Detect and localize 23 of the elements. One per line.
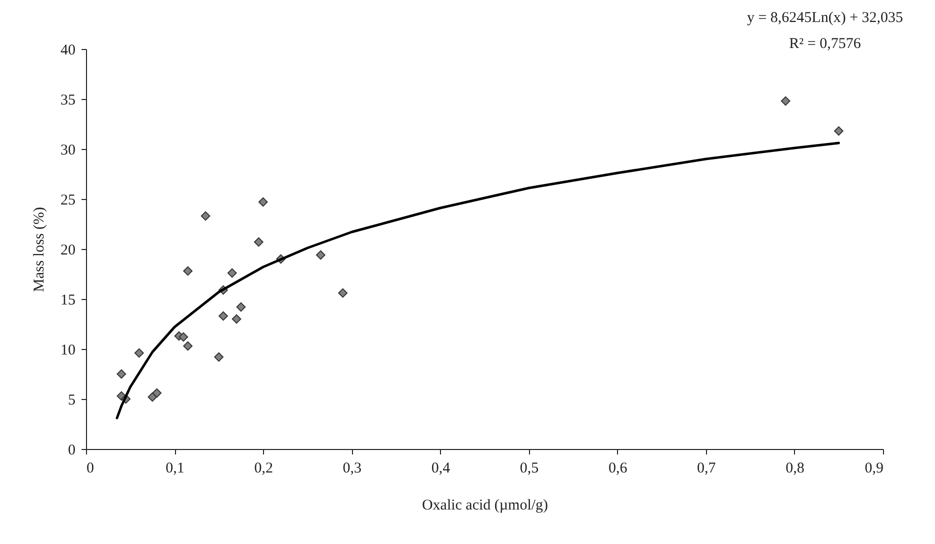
y-tick-label: 5 <box>68 392 76 408</box>
y-tick-label: 20 <box>60 242 76 258</box>
x-tick-label: 0,3 <box>342 460 362 476</box>
x-tick-label: 0,2 <box>254 460 273 476</box>
x-tick-label: 0,8 <box>786 460 804 476</box>
y-tick-label: 25 <box>60 192 76 208</box>
y-axis-title: Mass loss (%) <box>32 207 48 292</box>
x-tick-label: 0,1 <box>166 460 184 476</box>
y-tick-label: 35 <box>60 92 76 108</box>
x-tick-label: 0,7 <box>697 460 716 476</box>
annotation: R² = 0,7576 <box>789 36 862 52</box>
y-tick-label: 40 <box>60 42 76 58</box>
x-tick-label: 0,5 <box>520 460 539 476</box>
y-tick-label: 10 <box>60 342 76 358</box>
x-tick-label: 0 <box>86 460 94 476</box>
y-tick-label: 15 <box>60 292 76 308</box>
y-tick-label: 0 <box>68 442 76 458</box>
text: y = 8,6245Ln(x) + 32,035 <box>746 10 904 26</box>
x-tick-label: 0,4 <box>431 460 451 476</box>
y-tick-label: 30 <box>60 142 76 158</box>
x-tick-label: 0,9 <box>864 460 884 476</box>
x-axis-title: Oxalic acid (µmol/g) <box>422 498 548 514</box>
x-tick-label: 0,6 <box>608 460 628 476</box>
